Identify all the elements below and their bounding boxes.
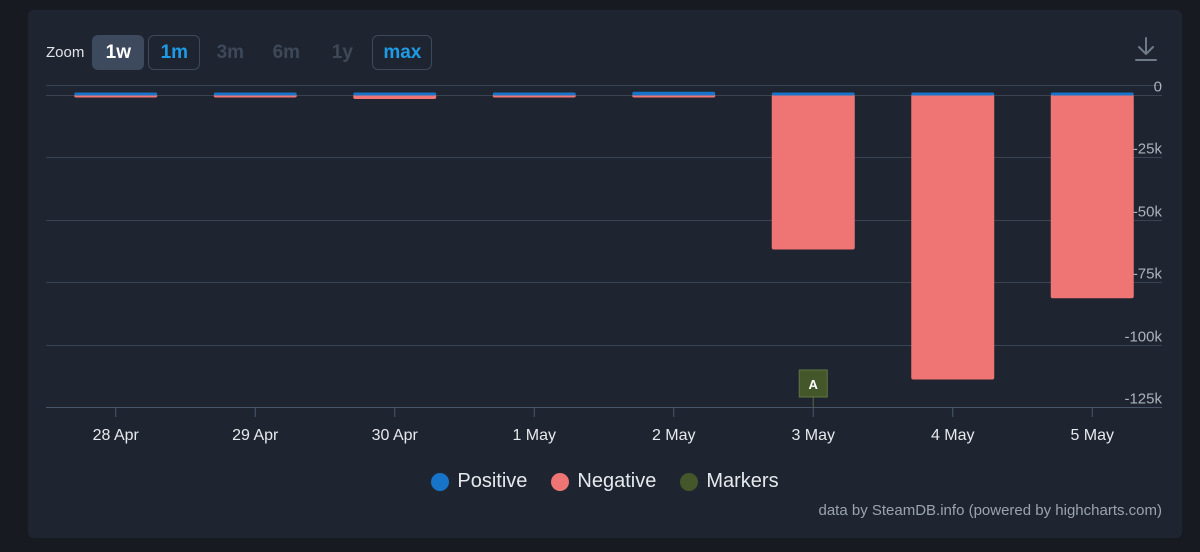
zoom-button-1y[interactable]: 1y xyxy=(331,41,353,63)
y-tick-label: -100k xyxy=(1124,329,1162,346)
bar-positive xyxy=(771,92,855,96)
bar-positive xyxy=(353,92,437,96)
x-tick-label: 4 May xyxy=(931,427,975,444)
x-tick-label: 30 Apr xyxy=(372,427,419,444)
bar-positive xyxy=(1050,92,1134,96)
bar-positive xyxy=(632,91,716,96)
y-tick-label: -75k xyxy=(1133,266,1163,283)
marker-flag xyxy=(798,369,828,398)
download-icon[interactable] xyxy=(1134,36,1158,64)
bar-chart: 0 -25k -50k -75k -100k -125k 28 Apr 29 Apr 30 Ap… xyxy=(46,79,1163,444)
x-tick-label: 28 Apr xyxy=(93,427,140,444)
bar-negative xyxy=(771,94,855,250)
x-tick-label: 29 Apr xyxy=(232,427,279,444)
legend: Positive Negative Markers xyxy=(28,470,1182,493)
legend-label-positive: Positive xyxy=(457,470,528,492)
x-tick-label: 1 May xyxy=(512,427,556,444)
y-tick-label: -25k xyxy=(1133,141,1163,158)
bar-negative xyxy=(911,94,995,380)
bar-positive xyxy=(213,92,297,96)
x-tick-label: 2 May xyxy=(652,427,696,444)
zoom-label: Zoom xyxy=(46,44,85,61)
x-tick-label: 3 May xyxy=(791,427,835,444)
legend-item-markers[interactable]: Markers xyxy=(680,470,779,493)
bar-negative xyxy=(353,94,437,99)
x-tick-label: 5 May xyxy=(1070,427,1114,444)
zoom-button-1m[interactable]: 1m xyxy=(148,35,201,70)
legend-dot-markers xyxy=(680,472,699,491)
legend-item-positive[interactable]: Positive xyxy=(431,470,527,493)
y-tick-label: -125k xyxy=(1124,391,1162,408)
y-tick-label: -50k xyxy=(1133,204,1163,221)
bar-positive xyxy=(492,92,576,96)
bar-positive xyxy=(911,92,995,96)
legend-label-negative: Negative xyxy=(577,470,657,492)
y-tick-label: 0 xyxy=(1154,79,1162,96)
legend-item-negative[interactable]: Negative xyxy=(551,470,656,493)
legend-label-markers: Markers xyxy=(706,470,779,492)
marker-label: A xyxy=(809,377,819,392)
zoom-control: Zoom 1w 1m 3m 6m 1y max xyxy=(46,35,436,70)
zoom-button-max[interactable]: max xyxy=(372,35,433,70)
bar-positive xyxy=(74,92,158,96)
chart-credit[interactable]: data by SteamDB.info (powered by highcha… xyxy=(818,502,1163,519)
bar-negative xyxy=(1050,94,1134,299)
zoom-button-3m[interactable]: 3m xyxy=(216,41,245,63)
legend-dot-positive xyxy=(431,472,450,491)
chart-panel: Zoom 1w 1m 3m 6m 1y max 0 -25k -50k -75k -10… xyxy=(28,10,1182,538)
legend-dot-negative xyxy=(551,472,570,491)
zoom-button-6m[interactable]: 6m xyxy=(272,41,301,63)
zoom-button-1w[interactable]: 1w xyxy=(92,35,145,70)
